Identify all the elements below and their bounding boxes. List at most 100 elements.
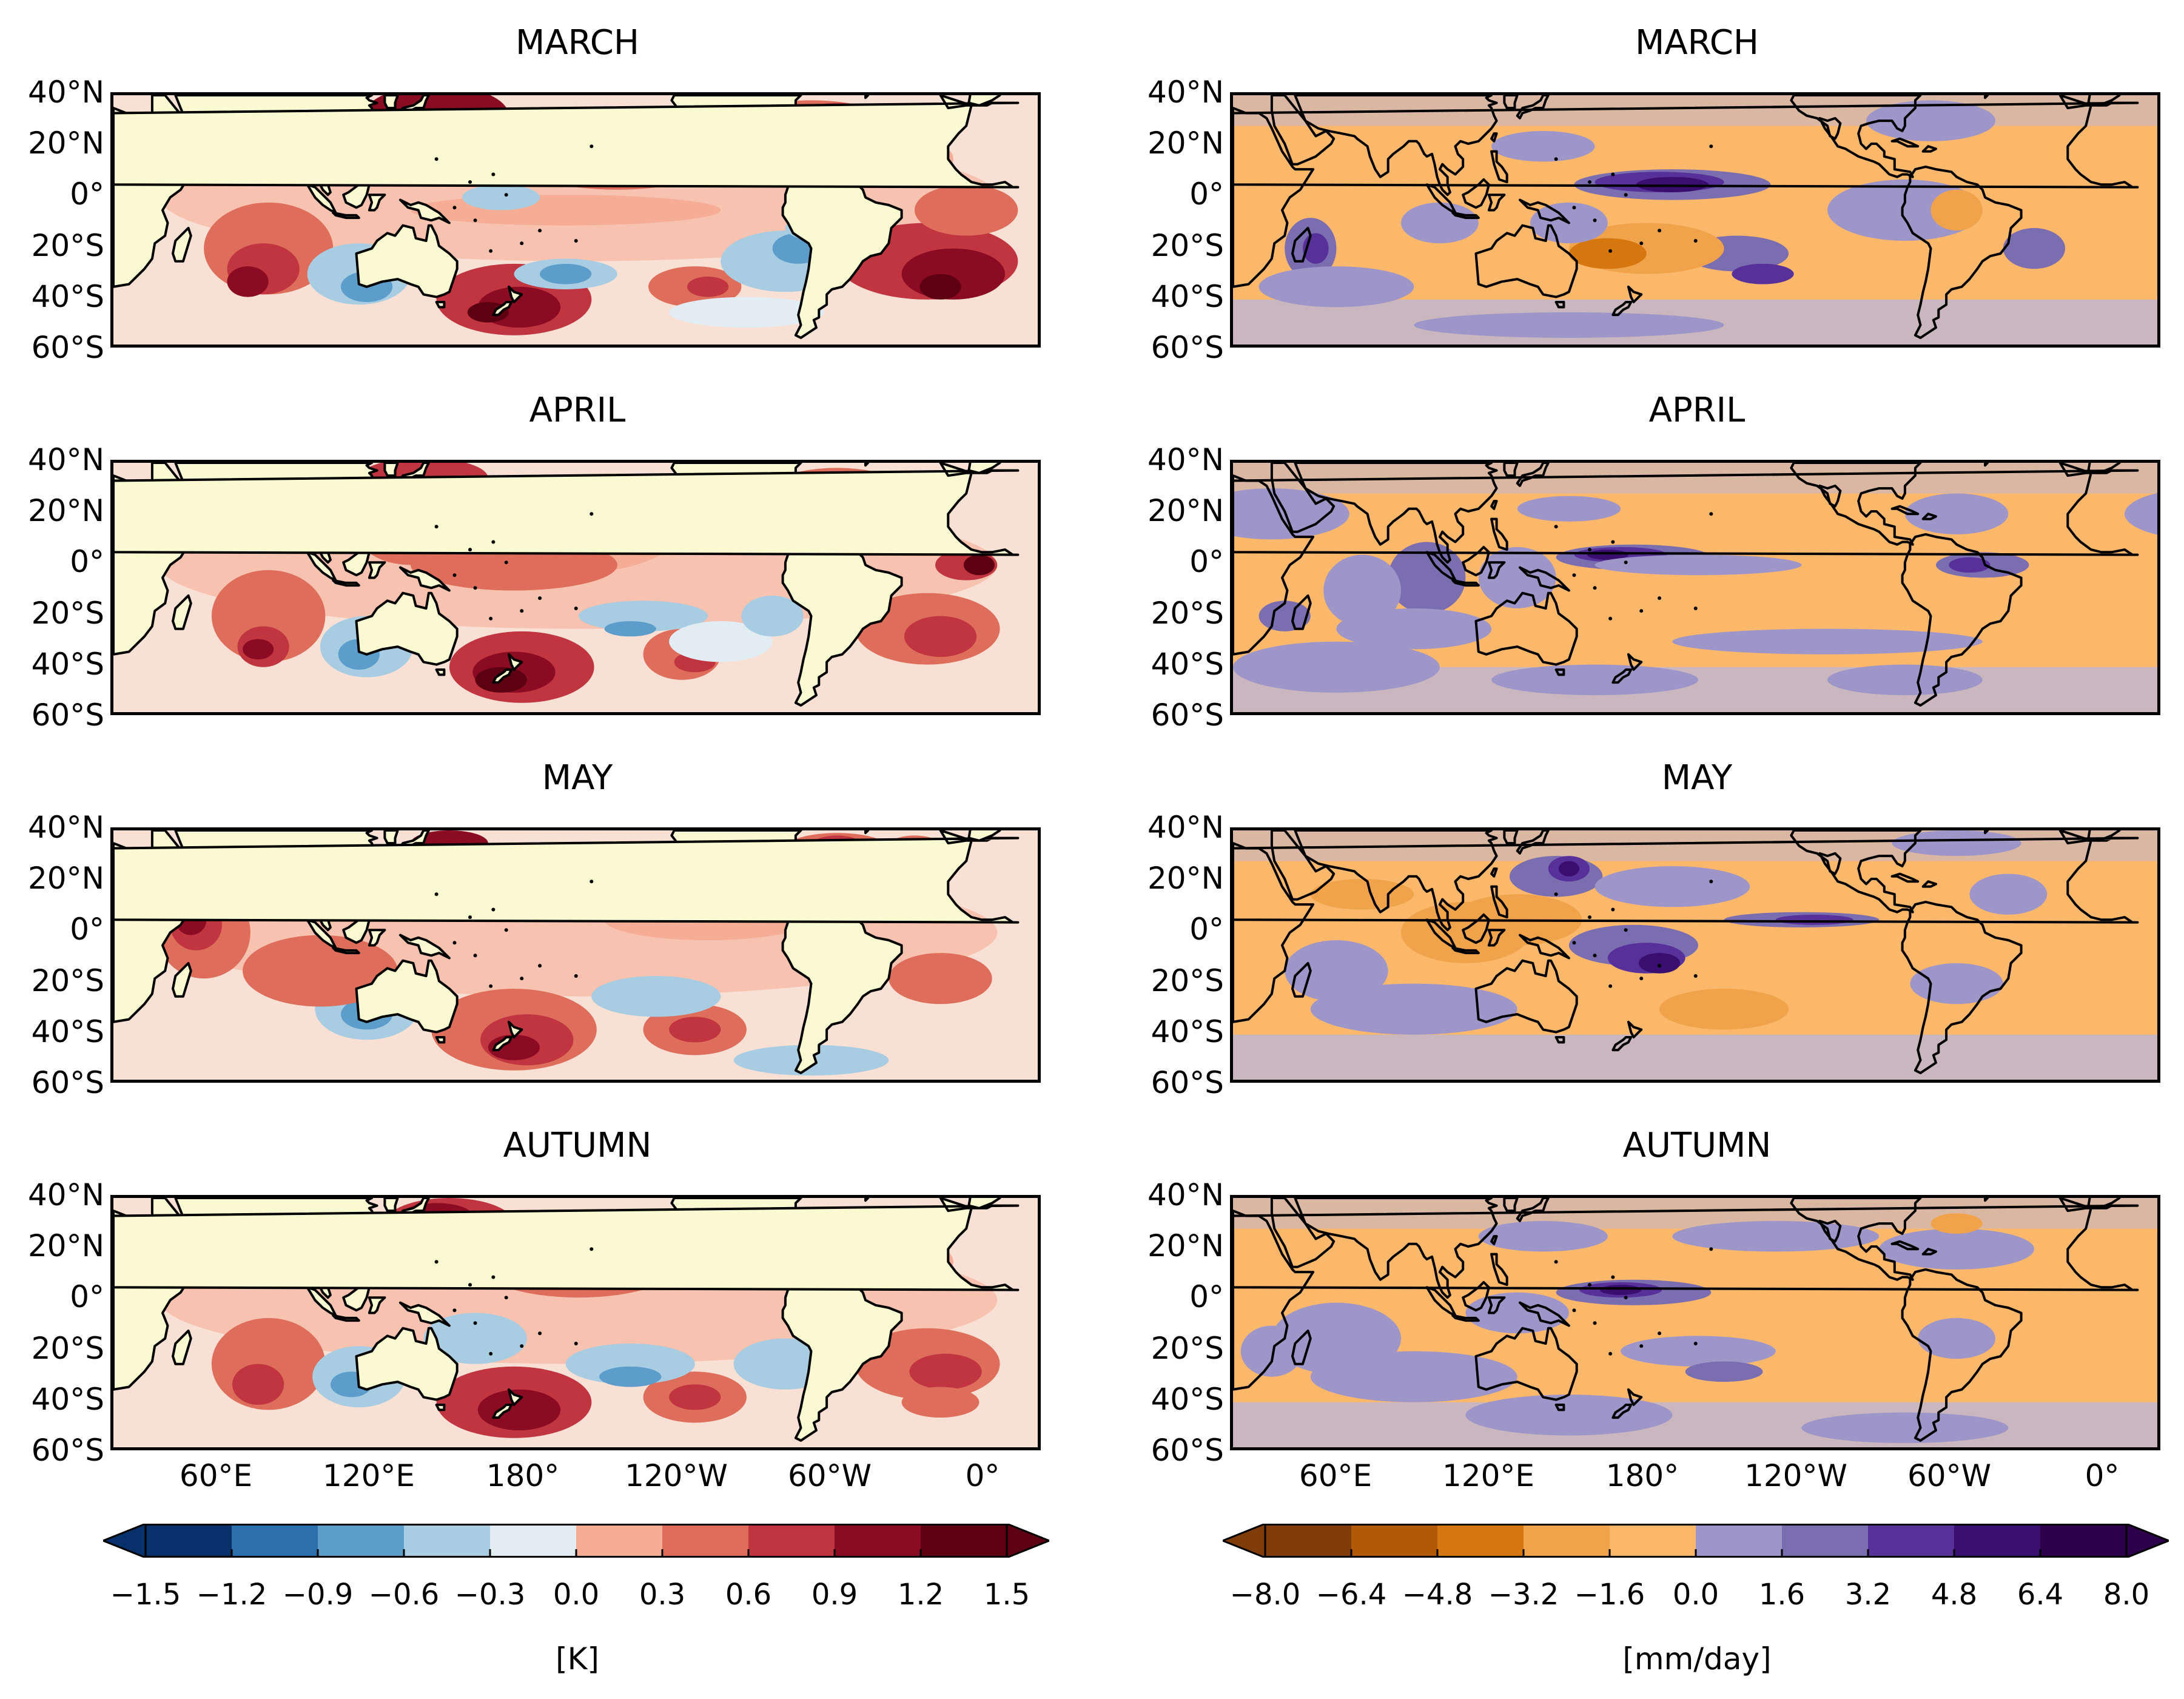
anomaly-region <box>1285 940 1388 1002</box>
coastline-korea <box>1503 463 1519 477</box>
coastline-nz_north <box>1627 653 1643 671</box>
colorbar-segment <box>490 1524 577 1558</box>
coastline-nz_north <box>1627 1388 1643 1406</box>
coastline-australia <box>355 959 459 1034</box>
anomaly-region <box>1465 1395 1673 1436</box>
map-precipitation-april <box>1230 460 2160 715</box>
colorbar-segment <box>662 1524 749 1558</box>
coastline-newguinea <box>1519 198 1570 224</box>
lat-label: 40°S <box>31 646 104 682</box>
coastline-westafrica <box>113 1198 1020 1291</box>
anomaly-region <box>1918 1317 1996 1359</box>
coastline-java <box>1451 946 1480 955</box>
anomaly-region <box>741 595 804 637</box>
lat-label: 40°S <box>1151 646 1224 682</box>
anomaly-region <box>1930 189 1983 231</box>
coastline-tasmania <box>1554 1036 1565 1044</box>
anomaly-region <box>1594 866 1750 907</box>
anomaly-region <box>1310 983 1517 1035</box>
coastline-cuba <box>1890 137 1920 148</box>
coastline-madagascar <box>1291 226 1312 263</box>
coastline-philippines <box>1490 150 1508 184</box>
coastline-madagascar <box>172 226 192 263</box>
lon-label-60e: 60°E <box>179 1458 253 1493</box>
colorbar-extend-low <box>1220 1522 1266 1559</box>
anomaly-region <box>1879 1228 2034 1270</box>
anomaly-region <box>687 276 729 297</box>
lat-label: 20°S <box>31 963 104 998</box>
colorbar-tick-label: 8.0 <box>2103 1578 2150 1612</box>
coastline-hispaniola <box>1921 513 1937 520</box>
anomaly-region <box>1310 1351 1517 1402</box>
coastline-iberia <box>967 463 1001 474</box>
map-temperature-april <box>110 460 1041 715</box>
coastline-iberia <box>967 830 1001 842</box>
coastline-tasmania <box>1554 1404 1565 1411</box>
lat-label: 40°N <box>27 442 104 477</box>
coastline-nz_south <box>492 668 513 684</box>
coastline-eurasia <box>1294 1198 1498 1299</box>
coastline-nz_south <box>1611 301 1633 317</box>
lat-label: 60°S <box>1151 330 1224 365</box>
colorbar-tick-label: 0.3 <box>639 1578 686 1612</box>
lat-label: 60°S <box>31 698 104 733</box>
colorbar-unit-precipitation: [mm/day] <box>1622 1641 1772 1677</box>
lat-label: 40°N <box>1147 810 1224 845</box>
anomaly-region <box>1240 1325 1303 1377</box>
coastline-greenland_tip <box>864 830 870 835</box>
anomaly-region <box>1892 830 2021 856</box>
colorbar-segment <box>1524 1524 1610 1558</box>
coastline-nz_south <box>1611 668 1633 684</box>
coastline-hispaniola <box>1921 1248 1937 1256</box>
coastline-newguinea <box>1519 566 1570 592</box>
coastline-nz_north <box>507 1388 523 1406</box>
colorbar-tick-label: 4.8 <box>1930 1578 1978 1612</box>
coastline-greenland_tip <box>1984 830 1989 835</box>
coastline-korea <box>383 463 399 477</box>
coastline-iberia <box>2087 463 2121 474</box>
coastline-java <box>1451 1314 1480 1322</box>
coastline-japan <box>1516 1198 1550 1222</box>
coastline-sulawesi <box>368 1296 386 1314</box>
anomaly-region <box>565 1343 695 1385</box>
coastline-newguinea <box>399 1301 451 1327</box>
colorbar-tick-label: 0.9 <box>811 1578 858 1612</box>
coastline-southamerica <box>781 165 903 339</box>
coastline-newguinea <box>1519 934 1570 960</box>
panel-title-left-april: APRIL <box>529 391 626 430</box>
anomaly-region <box>919 274 961 300</box>
coastline-westafrica <box>1233 463 2139 556</box>
lat-label: 20°N <box>1147 1228 1224 1264</box>
lat-label: 40°N <box>1147 1177 1224 1213</box>
anomaly-region <box>1672 1220 1880 1252</box>
coastline-nz_south <box>1611 1404 1633 1419</box>
map-temperature-march <box>110 92 1041 348</box>
coastline-westafrica <box>1233 95 2139 189</box>
lon-label-0: 0° <box>2085 1458 2120 1493</box>
coastline-iberia <box>2087 1198 2121 1209</box>
coastline-africa <box>1233 107 1315 288</box>
colorbar-segment <box>404 1524 491 1558</box>
anomaly-region <box>1594 554 1802 576</box>
coastline-eurasia <box>1294 463 1498 564</box>
anomaly-region <box>1558 861 1579 876</box>
lon-label-120e: 120°E <box>1442 1458 1535 1493</box>
anomaly-region <box>1969 873 2048 915</box>
anomaly-region <box>477 1389 561 1431</box>
coastline-northamerica <box>1790 463 1922 546</box>
coastline-australia <box>355 224 459 298</box>
coastline-hispaniola <box>1921 880 1937 888</box>
coastline-philippines <box>1490 517 1508 551</box>
anomaly-region <box>914 184 1018 236</box>
coastline-tasmania <box>435 668 446 676</box>
panel-title-right-may: MAY <box>1661 758 1733 798</box>
coastline-tasmania <box>1554 668 1565 676</box>
lat-label: 20°S <box>31 1330 104 1366</box>
coastline-iberia <box>967 95 1001 107</box>
colorbar-precipitation <box>1220 1522 2172 1559</box>
anomaly-region <box>1517 496 1621 522</box>
lat-label: 20°S <box>1151 227 1224 263</box>
coastline-java <box>332 579 360 587</box>
coastline-australia <box>355 591 459 666</box>
anomaly-region <box>591 975 721 1017</box>
